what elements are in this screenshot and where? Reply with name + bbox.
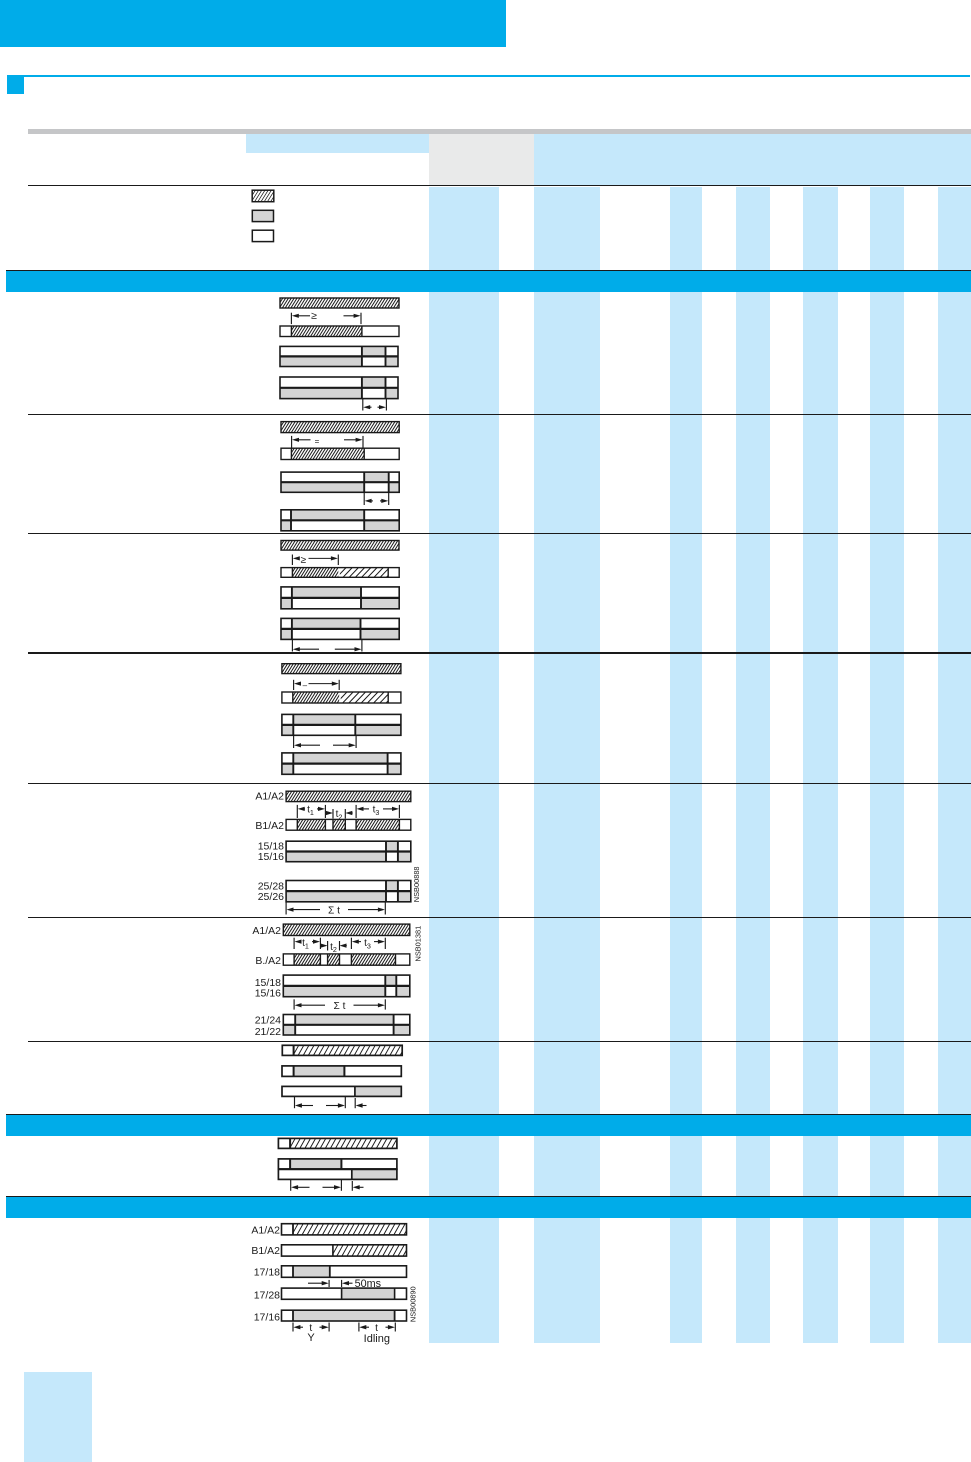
svg-text:t: t [309, 1323, 312, 1334]
svg-text:17/16: 17/16 [254, 1312, 280, 1324]
svg-text:Idling: Idling [364, 1333, 390, 1345]
svg-text:15/18: 15/18 [255, 977, 281, 989]
svg-text:t: t [375, 1323, 378, 1334]
svg-text:21/22: 21/22 [255, 1026, 281, 1038]
svg-text:=: = [315, 437, 320, 446]
svg-text:t3: t3 [364, 938, 371, 950]
svg-text:15/16: 15/16 [255, 987, 281, 999]
svg-text:≥: ≥ [311, 310, 317, 322]
svg-text:t1: t1 [307, 804, 314, 816]
svg-text:Y: Y [307, 1332, 315, 1344]
svg-text:15/16: 15/16 [258, 851, 284, 863]
svg-text:NSB01381: NSB01381 [414, 926, 423, 962]
svg-text:t2: t2 [336, 809, 343, 821]
svg-text:21/24: 21/24 [255, 1015, 281, 1027]
svg-text:t1: t1 [302, 938, 309, 950]
svg-text:≥: ≥ [301, 555, 307, 566]
svg-text:t2: t2 [330, 942, 337, 954]
svg-text:NSB00890: NSB00890 [408, 1286, 417, 1322]
svg-text:25/26: 25/26 [258, 891, 284, 903]
svg-text:t3: t3 [373, 804, 380, 816]
svg-text:A1/A2: A1/A2 [251, 1225, 280, 1237]
svg-text:Σ t: Σ t [334, 1001, 346, 1012]
svg-text:Σ t: Σ t [328, 905, 340, 916]
svg-text:B1/A2: B1/A2 [251, 1245, 280, 1257]
svg-text:17/18: 17/18 [254, 1267, 280, 1279]
svg-text:–: – [303, 681, 308, 690]
svg-text:B1/A2: B1/A2 [255, 820, 284, 832]
svg-text:NSB00888: NSB00888 [412, 866, 421, 902]
svg-text:50ms: 50ms [355, 1278, 382, 1290]
svg-text:17/28: 17/28 [254, 1289, 280, 1301]
svg-text:B./A2: B./A2 [255, 955, 281, 967]
svg-text:15/18: 15/18 [258, 840, 284, 852]
svg-text:A1/A2: A1/A2 [252, 925, 281, 937]
svg-text:25/28: 25/28 [258, 880, 284, 892]
svg-text:A1/A2: A1/A2 [255, 791, 284, 803]
